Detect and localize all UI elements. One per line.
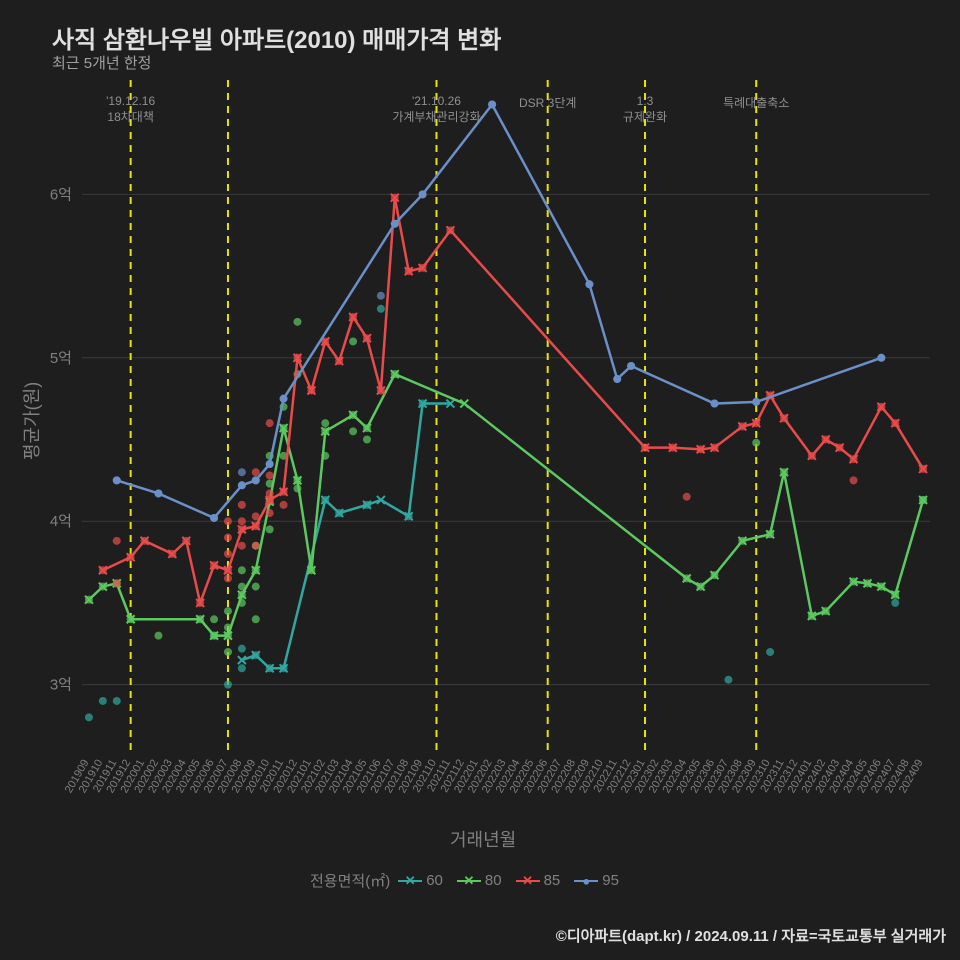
vline-annotation: '19.12.1618차대책 bbox=[71, 94, 191, 125]
data-point bbox=[224, 517, 232, 525]
data-point bbox=[377, 292, 385, 300]
data-point bbox=[363, 436, 371, 444]
data-point bbox=[85, 713, 93, 721]
data-point bbox=[280, 501, 288, 509]
y-tick-label: 6억 bbox=[50, 186, 72, 203]
data-point bbox=[724, 676, 732, 684]
data-point bbox=[238, 468, 246, 476]
data-point bbox=[238, 664, 246, 672]
data-point bbox=[683, 493, 691, 501]
data-point bbox=[891, 599, 899, 607]
data-point bbox=[154, 632, 162, 640]
credit-text: ©디아파트(dapt.kr) / 2024.09.11 / 자료=국토교통부 실… bbox=[556, 925, 946, 946]
data-point bbox=[99, 697, 107, 705]
data-point bbox=[238, 517, 246, 525]
y-tick-label: 3억 bbox=[50, 677, 72, 694]
chart-plot: 2019092019102019112019122020012020022020… bbox=[0, 0, 960, 960]
legend-item-60: ✕60 bbox=[398, 872, 443, 889]
data-point bbox=[293, 485, 301, 493]
data-point bbox=[224, 534, 232, 542]
legend-title: 전용면적(㎡) bbox=[310, 870, 390, 891]
data-point bbox=[850, 476, 858, 484]
data-point bbox=[113, 697, 121, 705]
y-tick-label: 4억 bbox=[50, 513, 72, 530]
data-point bbox=[252, 468, 260, 476]
data-point bbox=[266, 480, 274, 488]
data-point bbox=[349, 337, 357, 345]
data-point bbox=[266, 471, 274, 479]
data-point bbox=[252, 542, 260, 550]
data-point bbox=[321, 419, 329, 427]
data-point bbox=[224, 550, 232, 558]
legend-item-95: ●95 bbox=[574, 872, 619, 889]
series-line-85 bbox=[103, 198, 923, 603]
data-point bbox=[252, 583, 260, 591]
data-point bbox=[113, 579, 121, 587]
data-point bbox=[224, 681, 232, 689]
y-tick-label: 5억 bbox=[50, 350, 72, 367]
legend-item-80: ✕80 bbox=[457, 872, 502, 889]
data-point bbox=[752, 439, 760, 447]
data-point bbox=[224, 623, 232, 631]
data-point bbox=[238, 566, 246, 574]
legend-label: 80 bbox=[485, 872, 502, 889]
data-point bbox=[377, 305, 385, 313]
vline-annotation: '21.10.26가계부채관리강화 bbox=[376, 94, 496, 125]
data-point bbox=[238, 583, 246, 591]
data-point bbox=[113, 537, 121, 545]
vline-annotation: 특례대출축소 bbox=[696, 94, 816, 111]
data-point bbox=[224, 574, 232, 582]
data-point bbox=[266, 419, 274, 427]
data-point bbox=[238, 501, 246, 509]
legend-label: 60 bbox=[426, 872, 443, 889]
chart-container: 사직 삼환나우빌 아파트(2010) 매매가격 변화 최근 5개년 한정 평균가… bbox=[0, 0, 960, 960]
legend: 전용면적(㎡) ✕60 ✕80 ✕85 ●95 bbox=[310, 870, 619, 891]
data-point bbox=[210, 615, 218, 623]
data-point bbox=[238, 645, 246, 653]
data-point bbox=[349, 427, 357, 435]
data-point bbox=[321, 452, 329, 460]
data-point bbox=[293, 318, 301, 326]
data-point bbox=[766, 648, 774, 656]
data-point bbox=[224, 607, 232, 615]
data-point bbox=[224, 648, 232, 656]
data-point bbox=[252, 615, 260, 623]
data-point bbox=[266, 509, 274, 517]
series-line-95 bbox=[117, 105, 882, 518]
data-point bbox=[238, 599, 246, 607]
data-point bbox=[266, 525, 274, 533]
series-line-80 bbox=[89, 374, 923, 635]
vline-annotation: 1.3규제완화 bbox=[585, 94, 705, 125]
data-point bbox=[252, 512, 260, 520]
data-point bbox=[238, 542, 246, 550]
legend-label: 95 bbox=[602, 872, 619, 889]
legend-item-85: ✕85 bbox=[516, 872, 561, 889]
legend-label: 85 bbox=[544, 872, 561, 889]
